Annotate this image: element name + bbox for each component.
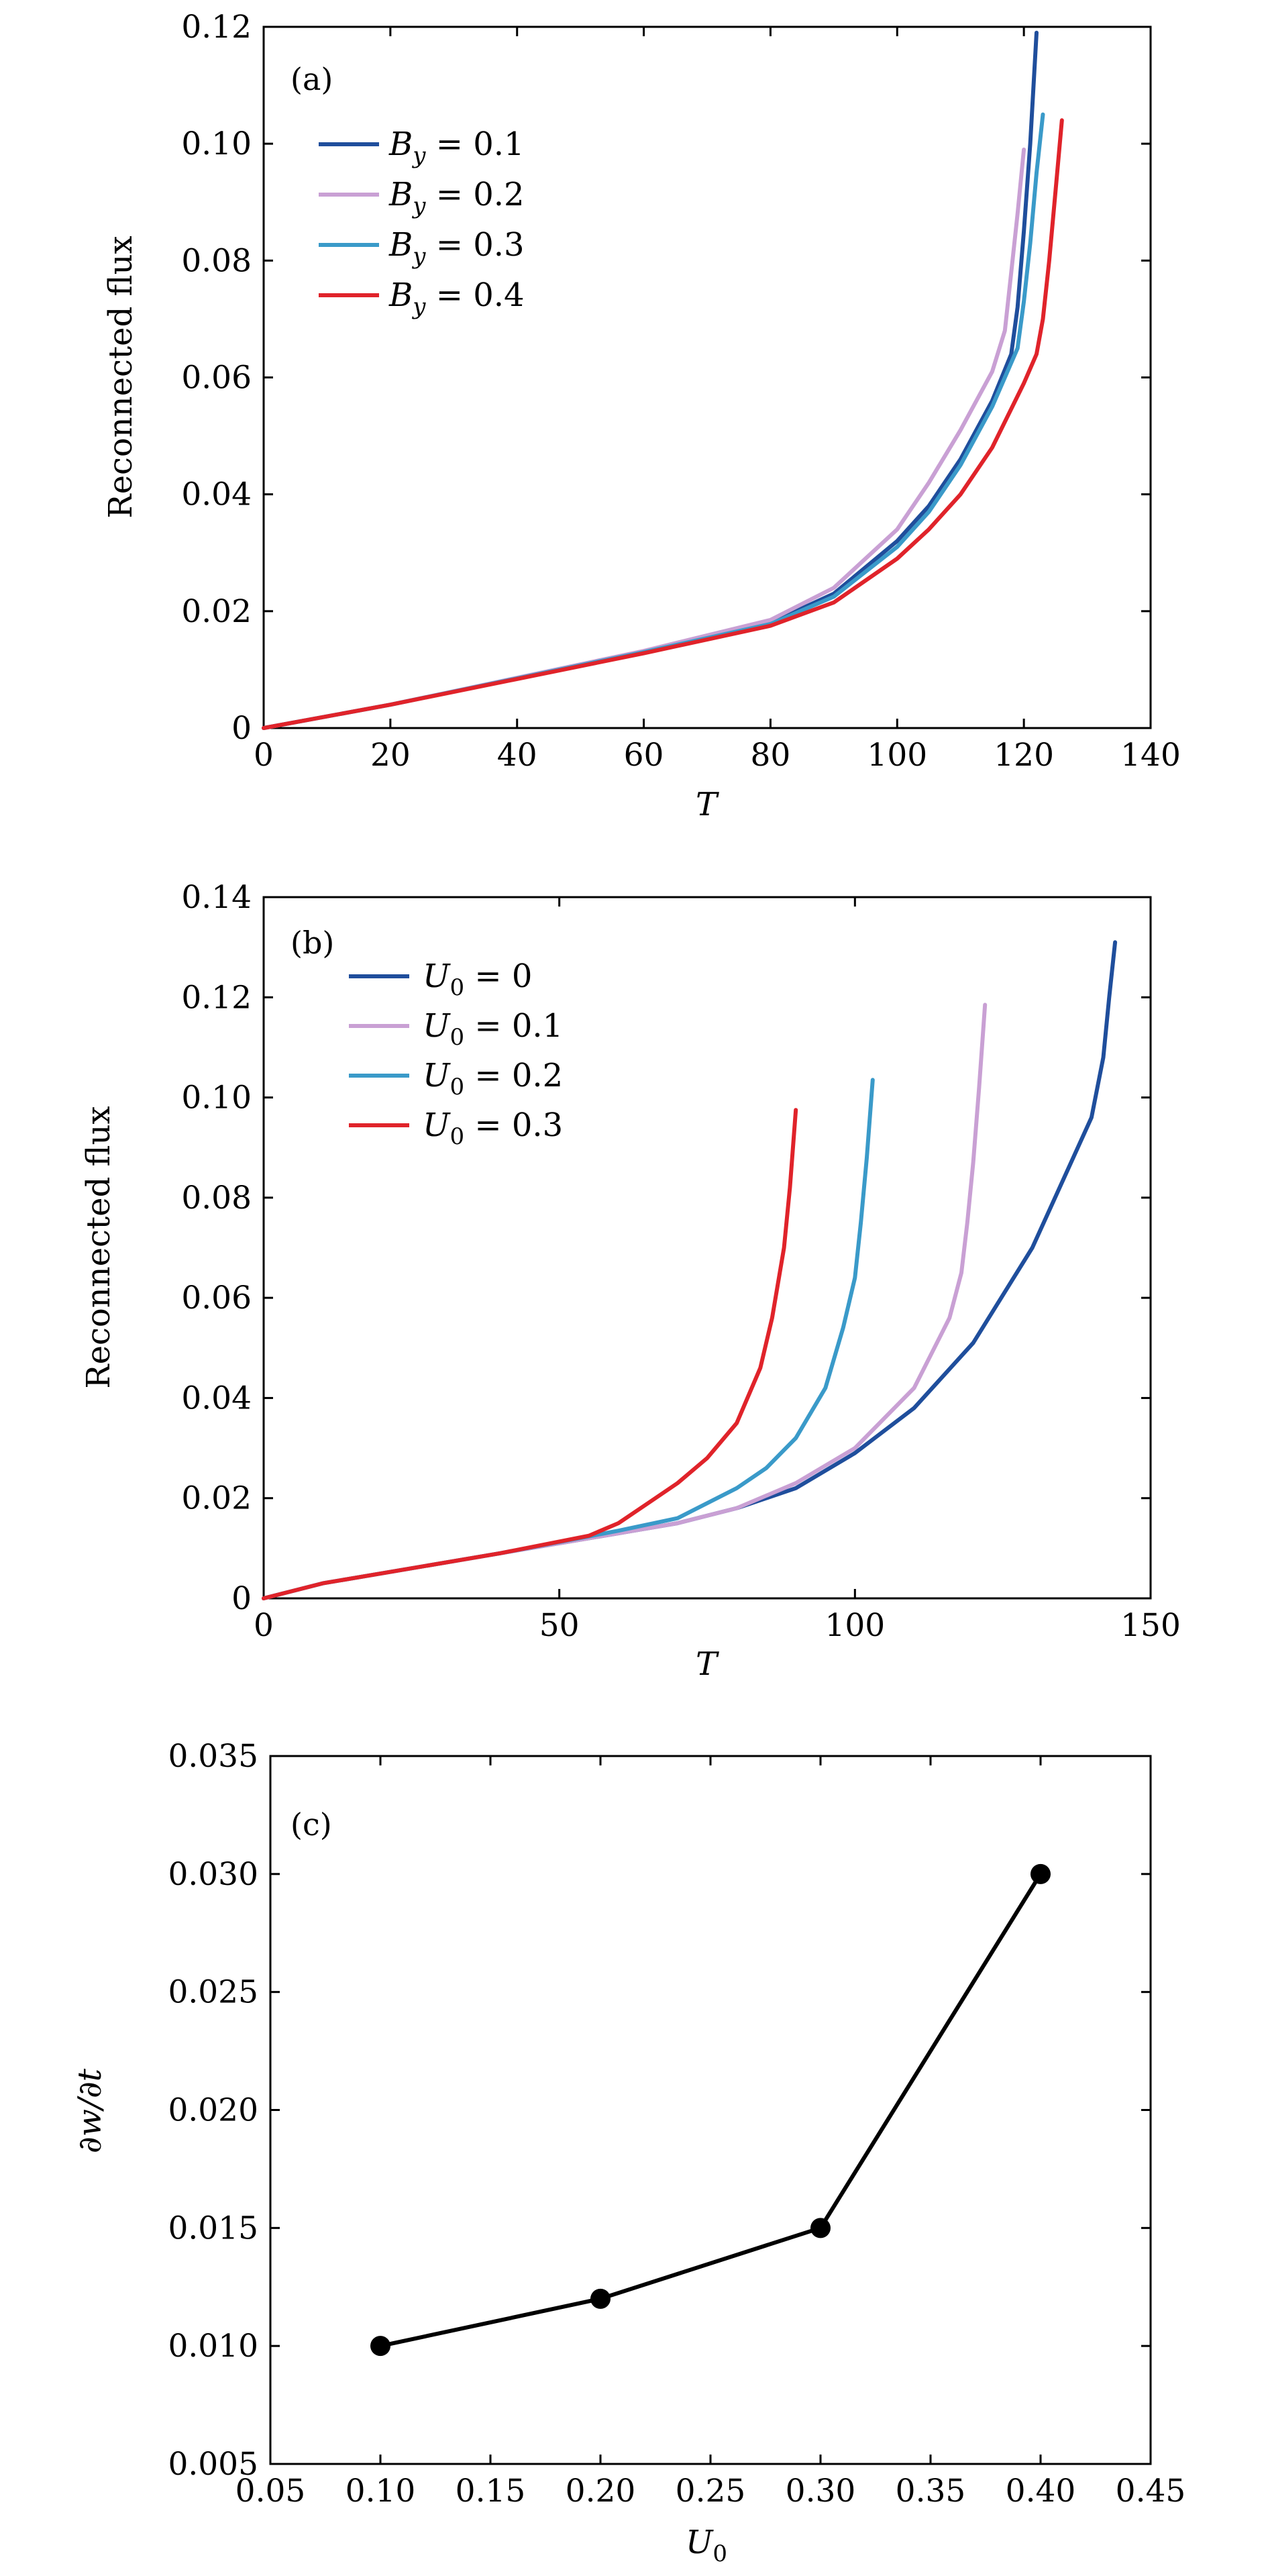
x-tick-label: 0	[254, 1607, 274, 1644]
y-tick-label: 0.04	[181, 476, 252, 513]
x-tick-label: 100	[867, 737, 927, 774]
legend-entry-3: U0 = 0.2	[423, 1057, 563, 1100]
panel-a-x-axis-label: T	[696, 786, 719, 823]
y-tick-label: 0.025	[168, 1974, 258, 2011]
x-tick-label: 140	[1120, 737, 1181, 774]
panel-a-y-ticks: 0 0.02 0.04 0.06 0.08 0.10 0.12	[181, 9, 1151, 747]
panel-c-x-ticks: 0.05 0.10 0.15 0.20 0.25 0.30 0.35 0.40 0.45	[235, 1756, 1186, 2510]
panel-b-plot-frame	[262, 896, 1152, 1600]
series-line-3	[262, 112, 1045, 730]
y-tick-label: 0.04	[181, 1380, 252, 1416]
x-tick-label: 120	[994, 737, 1054, 774]
x-tick-label: 0.05	[235, 2473, 306, 2510]
panel-a-legend: By = 0.1 By = 0.2 By = 0.3 By = 0.4	[319, 125, 525, 320]
y-tick-label: 0.030	[168, 1856, 258, 1893]
panel-c-series-lines	[378, 1871, 1043, 2349]
series-line-2	[262, 147, 1026, 730]
x-tick-label: 0.45	[1116, 2473, 1186, 2510]
x-tick-label: 50	[539, 1607, 580, 1644]
y-tick-label: 0.015	[168, 2210, 258, 2247]
x-tick-label: 0.10	[346, 2473, 416, 2510]
legend-entry-1: U0 = 0	[423, 958, 532, 1001]
x-tick-label: 0.30	[786, 2473, 856, 2510]
legend-entry-4: U0 = 0.3	[423, 1106, 563, 1150]
legend-entry-3: By = 0.3	[388, 226, 525, 270]
y-tick-label: 0.02	[181, 593, 252, 630]
y-tick-label: 0.06	[181, 1280, 252, 1317]
panel-b-y-axis-label: Reconnected flux	[80, 1106, 117, 1388]
data-point-marker	[370, 2336, 390, 2357]
panel-b-series-lines	[262, 940, 1118, 1600]
legend-entry-2: U0 = 0.1	[423, 1007, 563, 1051]
series-line-2	[262, 1002, 988, 1600]
x-tick-label: 40	[497, 737, 537, 774]
series-line-3	[262, 1078, 875, 1600]
y-tick-label: 0.020	[168, 2092, 258, 2129]
panel-c-y-axis-label: ∂w/∂t	[71, 2068, 109, 2153]
y-tick-label: 0.06	[181, 360, 252, 397]
x-tick-label: 150	[1120, 1607, 1181, 1644]
panel-b: 0 50 100 150 00.020.040.060.080.100.120.14 …	[80, 879, 1181, 1683]
panel-a-x-ticks: 0 20 40 60 80 100 120 140	[254, 27, 1181, 774]
panel-a: 0 20 40 60 80 100 120 140 0 0.02 0.04 0.06 0.08 0.10…	[102, 9, 1181, 823]
x-tick-label: 0.20	[566, 2473, 636, 2510]
panel-c-y-ticks: 0.005 0.010 0.015 0.020 0.025 0.030 0.035	[168, 1738, 1151, 2483]
y-tick-label: 0.010	[168, 2328, 258, 2365]
panel-c: 0.05 0.10 0.15 0.20 0.25 0.30 0.35 0.40 0.45 0.0…	[71, 1738, 1185, 2567]
legend-entry-4: By = 0.4	[388, 276, 525, 320]
series-line-1	[378, 1871, 1043, 2349]
x-tick-label: 0.35	[896, 2473, 966, 2510]
panel-c-plot-frame	[269, 1755, 1152, 2465]
y-tick-label: 0.005	[168, 2446, 258, 2483]
y-tick-label: 0.12	[181, 9, 252, 46]
x-tick-label: 0	[254, 737, 274, 774]
x-tick-label: 0.15	[456, 2473, 526, 2510]
y-tick-label: 0	[231, 710, 252, 747]
panel-a-label: (a)	[290, 61, 333, 97]
y-tick-label: 0.02	[181, 1480, 252, 1517]
y-tick-label: 0	[231, 1580, 252, 1617]
x-tick-label: 20	[370, 737, 411, 774]
panel-a-y-axis-label: Reconnected flux	[102, 236, 140, 518]
data-point-marker	[810, 2218, 831, 2238]
y-tick-label: 0.035	[168, 1738, 258, 1775]
series-line-1	[262, 30, 1039, 730]
panel-b-y-ticks: 0 0.02 0.04 0.06 0.08 0.10 0.12 0.14	[181, 879, 1151, 1617]
series-line-1	[262, 940, 1118, 1600]
legend-entry-2: By = 0.2	[388, 176, 525, 219]
panel-c-x-axis-label: U0	[686, 2524, 727, 2567]
panel-b-x-axis-label: T	[696, 1645, 719, 1683]
x-tick-label: 0.25	[676, 2473, 746, 2510]
y-tick-label: 0.12	[181, 979, 252, 1016]
y-tick-label: 0.10	[181, 1080, 252, 1117]
series-line-4	[262, 118, 1064, 730]
panel-c-markers	[370, 1863, 1051, 2357]
x-tick-label: 100	[825, 1607, 885, 1644]
y-tick-label: 0.08	[181, 242, 252, 279]
panel-b-label: (b)	[290, 925, 334, 961]
y-tick-label: 0.14	[181, 879, 252, 916]
panel-c-label: (c)	[290, 1806, 332, 1843]
y-tick-label: 0.10	[181, 125, 252, 162]
series-line-4	[262, 1108, 798, 1600]
x-tick-label: 60	[624, 737, 664, 774]
panel-b-x-ticks: 0 50 100 150	[254, 897, 1181, 1644]
panel-b-legend: U0 = 0 U0 = 0.1 U0 = 0.2 U0 = 0.3	[349, 958, 563, 1150]
y-tick-label: 0.08	[181, 1180, 252, 1217]
x-tick-label: 80	[751, 737, 791, 774]
data-point-marker	[1031, 1863, 1051, 1884]
x-tick-label: 0.40	[1006, 2473, 1076, 2510]
panel-a-series-lines	[262, 30, 1064, 730]
legend-entry-1: By = 0.1	[388, 125, 525, 169]
data-point-marker	[590, 2288, 611, 2309]
